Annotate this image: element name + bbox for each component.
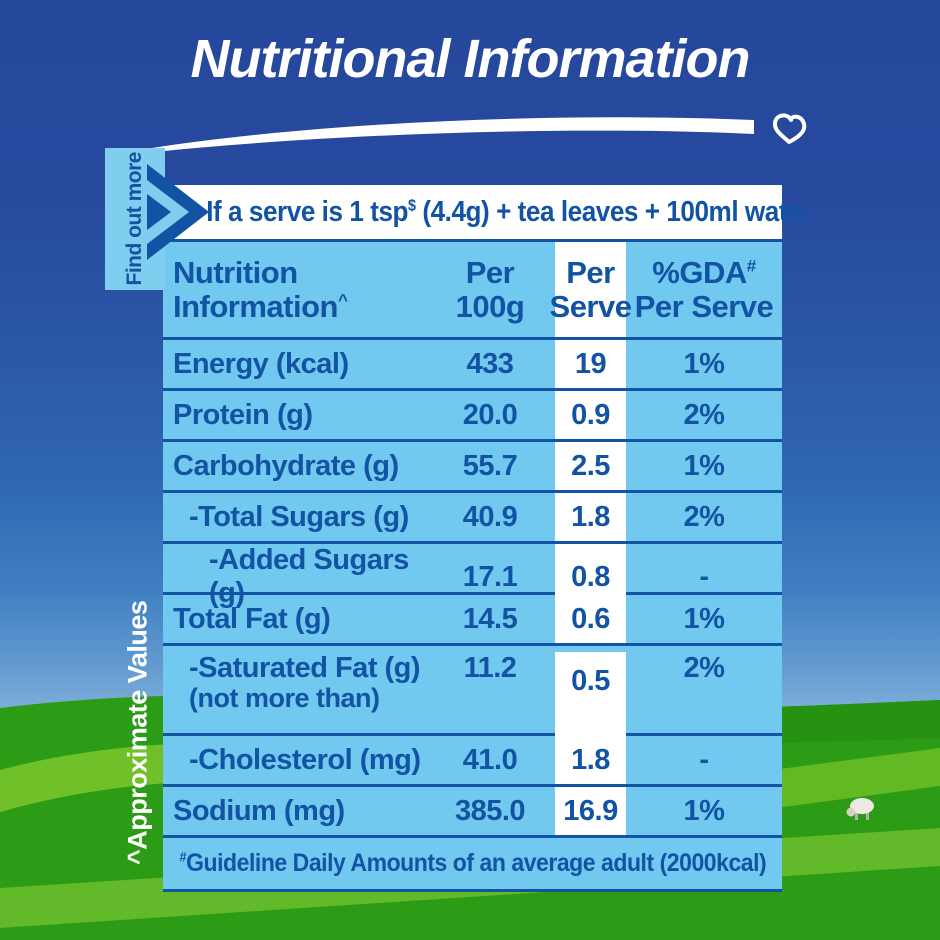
swoosh-underline	[152, 113, 807, 152]
table-row-total-sugars: -Total Sugars (g) 40.9 1.8 2%	[163, 493, 782, 544]
header-nutrition-information: Nutrition Information^	[173, 255, 348, 324]
serve-definition-bar: If a serve is 1 tsp$ (4.4g) + tea leaves…	[163, 185, 811, 239]
table-row-cholesterol: -Cholesterol (mg) 41.0 1.8 -	[163, 736, 782, 787]
table-row-protein: Protein (g) 20.0 0.9 2%	[163, 391, 782, 442]
table-row-energy: Energy (kcal) 433 19 1%	[163, 340, 782, 391]
header-per-100g: Per 100g	[455, 255, 525, 324]
table-footnote: #Guideline Daily Amounts of an average a…	[163, 838, 782, 892]
table-row-added-sugars: -Added Sugars (g) 17.1 0.8 -	[163, 544, 782, 610]
footnote-marker-dollar: $	[408, 196, 416, 214]
nutrition-table: Nutrition Information^ Per 100g Per Serv…	[163, 239, 782, 892]
header-per-serve: Per Serve	[550, 242, 632, 337]
table-row-total-fat: Total Fat (g) 14.5 0.6 1%	[163, 595, 782, 646]
table-row-sodium: Sodium (mg) 385.0 16.9 1%	[163, 787, 782, 838]
sheep	[846, 798, 874, 820]
footnote-marker-caret: ^	[338, 290, 348, 310]
table-row-carbohydrate: Carbohydrate (g) 55.7 2.5 1%	[163, 442, 782, 493]
header-gda-per-serve: %GDA# Per Serve	[634, 255, 774, 324]
table-header-row: Nutrition Information^ Per 100g Per Serv…	[163, 242, 782, 340]
right-arrow-icon	[147, 164, 209, 260]
approximate-values-note: ^Approximate Values	[122, 600, 153, 866]
footnote-marker-hash: #	[179, 849, 186, 865]
footnote-marker-hash: #	[746, 256, 756, 276]
serve-definition-text: If a serve is 1 tsp$ (4.4g) + tea leaves…	[206, 195, 811, 228]
heart-icon	[772, 113, 807, 144]
page-title: Nutritional Information	[190, 29, 751, 89]
find-out-more-label: Find out more	[123, 152, 146, 286]
table-row-saturated-fat: -Saturated Fat (g) (not more than) 11.2 …	[163, 646, 782, 739]
